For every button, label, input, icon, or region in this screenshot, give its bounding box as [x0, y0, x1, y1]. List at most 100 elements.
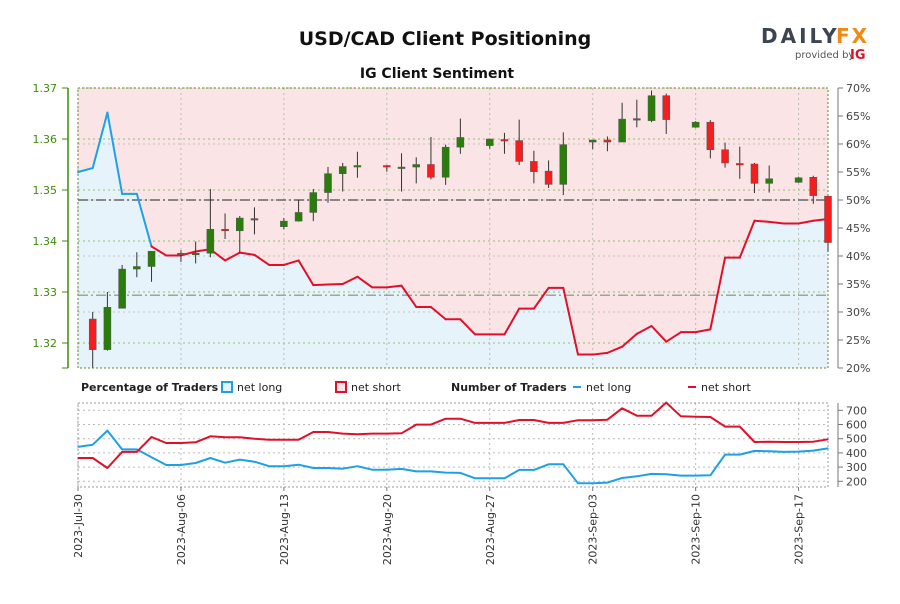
net-long-count-point: [400, 468, 403, 470]
candle: [133, 252, 141, 278]
net-long-count-point: [503, 477, 506, 479]
net-long-count-point: [650, 473, 653, 475]
net-long-count-point: [430, 470, 432, 472]
candle-body: [177, 252, 185, 255]
net-short-count-point: [430, 424, 432, 426]
net-short-count-point: [327, 431, 329, 433]
sentiment-line-segment: [591, 351, 609, 356]
pct-tick-label: 50%: [846, 194, 870, 207]
sentiment-line-segment: [356, 275, 374, 289]
legend-pct-short: net short: [351, 381, 402, 394]
net-long-count-point: [253, 461, 256, 463]
candle-body: [530, 161, 538, 172]
sentiment-line-segment: [106, 111, 124, 195]
candle: [691, 121, 700, 128]
candle: [530, 150, 538, 184]
net-long-count-point: [297, 464, 300, 466]
candle-body: [515, 140, 523, 162]
candle-body: [397, 166, 406, 169]
net-short-count-point: [592, 419, 594, 421]
sentiment-line-segment: [341, 275, 359, 285]
candle-body: [338, 166, 347, 174]
legend-pct-long-swatch: [221, 381, 233, 393]
net-long-count-point: [445, 472, 447, 474]
net-short-count-point: [739, 426, 741, 428]
net-short-count-point: [621, 407, 623, 409]
net-long-count-point: [665, 473, 667, 475]
net-short-count-point: [783, 441, 785, 443]
net-short-count-point: [606, 419, 609, 421]
count-tick-label: 700: [846, 404, 867, 417]
sentiment-line-segment: [621, 332, 638, 348]
sentiment-line-segment: [665, 331, 682, 343]
pct-tick-label: 70%: [846, 82, 870, 95]
candle-body: [706, 121, 715, 150]
candle: [500, 132, 509, 154]
candle: [236, 216, 244, 253]
x-tick-label: 2023-Jul-30: [72, 494, 85, 558]
net-long-count-point: [209, 457, 211, 459]
candle-body: [383, 165, 391, 168]
candle: [147, 250, 156, 282]
candle: [486, 138, 494, 149]
net-long-count-point: [121, 448, 123, 450]
net-long-count-point: [606, 481, 609, 484]
pct-tick-label: 25%: [846, 334, 870, 347]
sentiment-line-segment: [650, 325, 668, 343]
price-tick-label: 1.33: [33, 286, 58, 299]
candle-body: [280, 220, 288, 227]
legend-pct-long: net long: [237, 381, 282, 394]
net-long-count-point: [136, 448, 138, 450]
candle: [559, 132, 568, 196]
net-long-count-point: [312, 467, 314, 469]
candle: [588, 139, 597, 150]
candle: [250, 207, 259, 235]
candle: [633, 99, 641, 128]
candle-body: [544, 170, 553, 185]
candle: [118, 264, 126, 309]
count-tick-label: 300: [846, 461, 867, 474]
candle: [412, 157, 420, 184]
net-short-count-point: [533, 419, 535, 421]
candle-body: [736, 163, 744, 166]
candle: [736, 146, 744, 179]
count-tick-label: 400: [846, 447, 867, 460]
net-short-count-point: [445, 418, 447, 420]
net-short-count-point: [709, 416, 711, 418]
net-long-count-point: [827, 447, 829, 449]
legend-num-long: net long: [586, 381, 631, 394]
legend-pct-short-swatch: [335, 381, 347, 393]
net-short-count-point: [209, 435, 211, 437]
pct-tick-label: 40%: [846, 250, 870, 263]
net-short-count-point: [342, 432, 344, 435]
candle-body: [118, 268, 126, 309]
x-tick-label: 2023-Aug-13: [278, 494, 291, 565]
net-short-count-point: [268, 439, 270, 441]
candle: [324, 167, 332, 203]
pct-tick-label: 35%: [846, 278, 870, 291]
net-long-count-point: [415, 470, 417, 472]
candle-body: [588, 139, 597, 143]
net-short-count-point: [827, 438, 829, 440]
pct-tick-label: 60%: [846, 138, 870, 151]
net-short-count-point: [768, 441, 770, 443]
price-tick-label: 1.32: [33, 337, 58, 350]
net-long-count-point: [621, 477, 623, 479]
net-long-count-point: [562, 463, 564, 465]
candle-body: [250, 218, 259, 221]
legend-num-short: net short: [701, 381, 752, 394]
net-short-count-point: [136, 451, 138, 453]
net-short-count-point: [92, 457, 94, 459]
candle-body: [765, 178, 773, 184]
pct-tick-label: 30%: [846, 306, 870, 319]
net-short-count-point: [121, 451, 123, 453]
pct-tick-label: 20%: [846, 362, 870, 375]
net-short-count-point: [474, 422, 476, 424]
logo-brand-accent: FX: [836, 24, 869, 48]
sentiment-line-segment: [253, 253, 271, 266]
candle-body: [221, 229, 229, 232]
net-short-count-point: [371, 432, 373, 435]
net-long-count-point: [680, 475, 682, 477]
net-long-count-point: [92, 444, 94, 446]
